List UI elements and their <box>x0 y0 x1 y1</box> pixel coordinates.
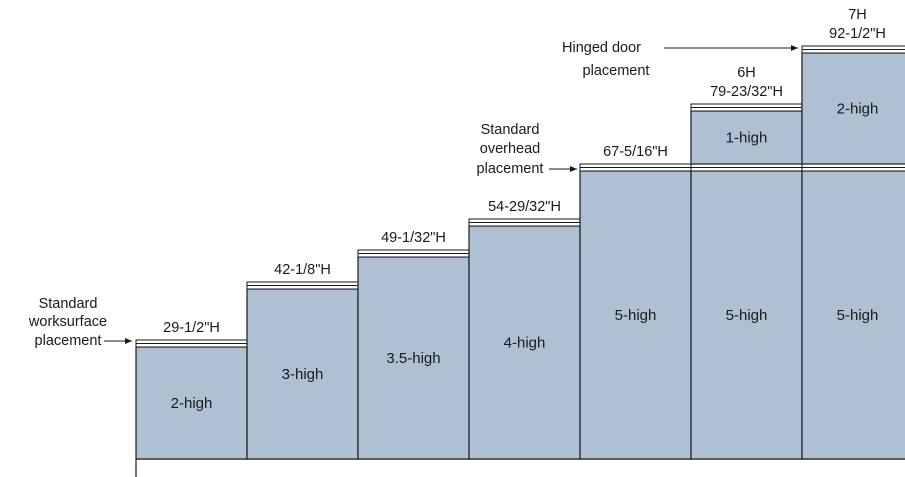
height-label: 67-5/16"H <box>603 144 668 160</box>
panel-section-1-1 <box>135 346 248 460</box>
panel-columns: 2-high 29-1/2"H 3-high 42-1/8"H 3.5-high 49-1… <box>135 7 905 460</box>
section-label: 5-high <box>726 307 768 324</box>
section-label: 2-high <box>837 101 879 118</box>
overhead-callout-line-3: placement <box>477 161 544 177</box>
tier-label: 6H <box>737 65 756 81</box>
height-label: 42-1/8"H <box>274 262 331 278</box>
floor-line <box>135 458 905 477</box>
panel-section-3-1 <box>357 256 470 460</box>
tier-label: 7H <box>848 7 867 23</box>
hinged-door-callout-line-2: placement <box>583 63 650 79</box>
worksurface-callout: Standard worksurface placement <box>28 296 132 349</box>
height-label: 79-23/32"H <box>710 84 783 100</box>
section-label: 1-high <box>726 130 768 147</box>
panel-column-4: 4-high 54-29/32"H <box>468 199 581 460</box>
panel-column-1: 2-high 29-1/2"H <box>135 320 248 460</box>
overhead-callout-line-1: Standard <box>481 122 540 138</box>
section-label: 3.5-high <box>386 350 440 367</box>
hinged-door-callout-line-1: Hinged door <box>562 40 641 56</box>
overhead-callout: Standard overhead placement <box>477 122 577 177</box>
section-label: 3-high <box>282 366 324 383</box>
panel-column-2: 3-high 42-1/8"H <box>246 262 359 460</box>
panel-column-7: 5-high 2-high 92-1/2"H 7H <box>801 7 905 460</box>
panel-column-6: 5-high 1-high 79-23/32"H 6H <box>690 65 803 460</box>
height-label: 92-1/2"H <box>829 26 886 42</box>
panel-section-7-2 <box>801 52 905 165</box>
height-label: 29-1/2"H <box>163 320 220 336</box>
worksurface-callout-line-3: placement <box>35 333 102 349</box>
section-label: 5-high <box>837 307 879 324</box>
panel-section-7-1 <box>801 170 905 460</box>
panel-column-3: 3.5-high 49-1/32"H <box>357 230 470 460</box>
panel-section-5-1 <box>579 170 692 460</box>
panel-column-5: 5-high 67-5/16"H <box>579 144 692 460</box>
panel-section-6-1 <box>690 170 803 460</box>
height-label: 54-29/32"H <box>488 199 561 215</box>
panel-section-4-1 <box>468 225 581 460</box>
worksurface-callout-line-1: Standard <box>39 296 98 312</box>
section-label: 4-high <box>504 335 546 352</box>
height-label: 49-1/32"H <box>381 230 446 246</box>
hinged-door-callout: Hinged door placement <box>562 40 798 79</box>
section-label: 2-high <box>171 395 213 412</box>
overhead-callout-line-2: overhead <box>480 141 540 157</box>
worksurface-callout-line-2: worksurface <box>28 314 107 330</box>
section-label: 5-high <box>615 307 657 324</box>
